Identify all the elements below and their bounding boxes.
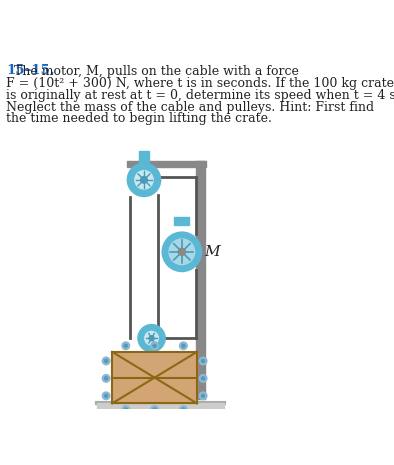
Circle shape	[122, 342, 130, 350]
Circle shape	[199, 392, 207, 399]
Circle shape	[104, 394, 108, 397]
Circle shape	[180, 405, 187, 413]
Circle shape	[151, 342, 158, 350]
Text: The motor, M, pulls on the cable with a force: The motor, M, pulls on the cable with a …	[6, 66, 299, 79]
Circle shape	[104, 359, 108, 362]
Circle shape	[127, 163, 161, 197]
Circle shape	[202, 377, 204, 380]
Circle shape	[169, 239, 195, 265]
Circle shape	[199, 375, 207, 382]
Circle shape	[202, 359, 204, 362]
Bar	[127, 161, 206, 167]
Circle shape	[102, 392, 110, 399]
Circle shape	[178, 248, 186, 255]
Bar	[139, 151, 149, 162]
Circle shape	[182, 408, 185, 411]
Text: is originally at rest at t = 0, determine its speed when t = 4 s.: is originally at rest at t = 0, determin…	[6, 89, 394, 102]
Circle shape	[182, 344, 185, 347]
Circle shape	[138, 325, 165, 352]
Bar	[112, 352, 197, 404]
Circle shape	[145, 332, 158, 345]
Text: Neglect the mass of the cable and pulleys. Hint: First find: Neglect the mass of the cable and pulley…	[6, 100, 374, 113]
Circle shape	[102, 357, 110, 365]
Circle shape	[153, 408, 156, 411]
Text: M: M	[204, 245, 220, 259]
Circle shape	[135, 171, 153, 189]
Bar	[97, 404, 224, 409]
Circle shape	[141, 177, 147, 183]
Bar	[195, 161, 204, 399]
Circle shape	[180, 342, 187, 350]
Circle shape	[149, 336, 154, 341]
Circle shape	[122, 405, 130, 413]
Circle shape	[202, 394, 204, 397]
Circle shape	[151, 405, 158, 413]
Circle shape	[124, 408, 127, 411]
Circle shape	[153, 344, 156, 347]
Circle shape	[162, 232, 202, 272]
Bar	[174, 217, 190, 225]
Text: the time needed to begin lifting the crate.: the time needed to begin lifting the cra…	[6, 113, 272, 126]
Circle shape	[199, 357, 207, 365]
Circle shape	[104, 377, 108, 380]
Text: F = (10t² + 300) N, where t is in seconds. If the 100 kg crate: F = (10t² + 300) N, where t is in second…	[6, 77, 394, 90]
Circle shape	[102, 375, 110, 382]
Circle shape	[124, 344, 127, 347]
Text: 15–15.: 15–15.	[6, 64, 54, 77]
